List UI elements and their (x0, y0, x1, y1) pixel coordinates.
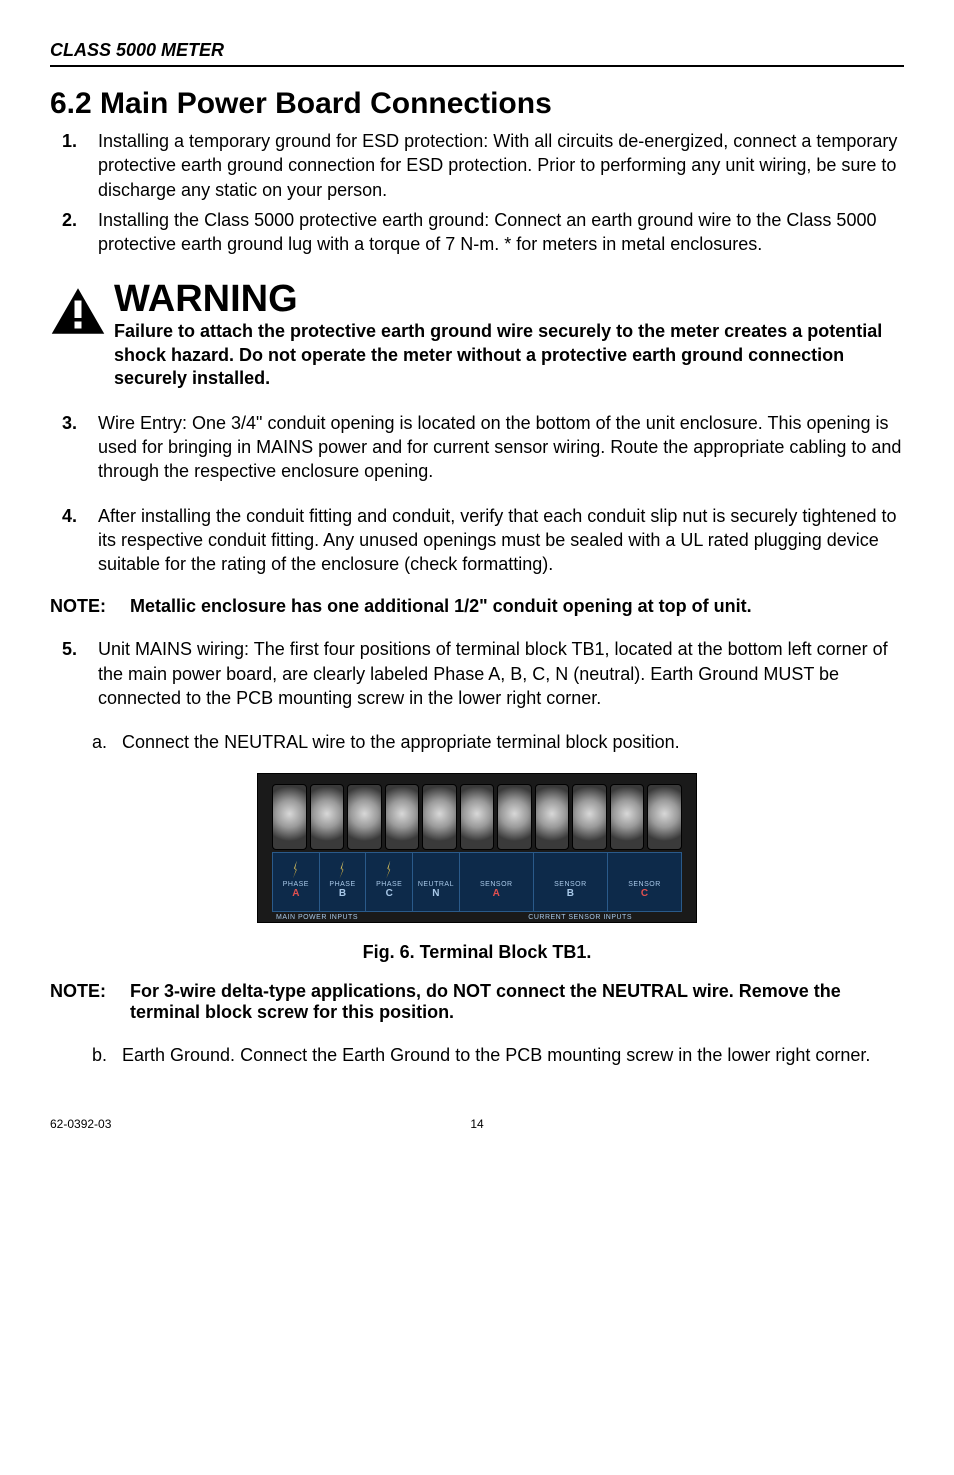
list-item: 1. Installing a temporary ground for ESD… (98, 129, 904, 202)
tb-screw (610, 784, 645, 850)
list-text: Installing a temporary ground for ESD pr… (98, 131, 897, 200)
note-line: NOTE: For 3-wire delta-type applications… (50, 981, 904, 1023)
page-footer: 62-0392-03 14 (50, 1117, 904, 1131)
terminal-block-image: PHASEAPHASEBPHASECNEUTRALNSENSORASENSORB… (257, 773, 697, 923)
sub-list-letter: b. (92, 1043, 107, 1067)
tb-screw (310, 784, 345, 850)
sub-list-item: a. Connect the NEUTRAL wire to the appro… (122, 730, 904, 754)
sub-list-letter: a. (92, 730, 107, 754)
warning-title: WARNING (114, 280, 904, 318)
tb-section: PHASEB (320, 853, 367, 911)
section-title: 6.2 Main Power Board Connections (50, 87, 904, 121)
tb-screw (647, 784, 682, 850)
tb-label-top: PHASE (329, 881, 355, 888)
sub-list-text: Connect the NEUTRAL wire to the appropri… (122, 732, 680, 752)
tb-label-bot: A (292, 888, 299, 899)
list-number: 3. (62, 411, 77, 435)
list-number: 2. (62, 208, 77, 232)
list-text: Unit MAINS wiring: The first four positi… (98, 639, 888, 708)
footer-doc-number: 62-0392-03 (50, 1117, 470, 1131)
tb-label-bot: A (493, 888, 500, 899)
tb-section: SENSORB (534, 853, 608, 911)
note-line: NOTE: Metallic enclosure has one additio… (50, 596, 904, 617)
sub-list: a. Connect the NEUTRAL wire to the appro… (50, 730, 904, 754)
note-text: For 3-wire delta-type applications, do N… (130, 981, 904, 1023)
intro-list: 1. Installing a temporary ground for ESD… (50, 129, 904, 256)
lightning-icon (338, 861, 348, 879)
tb-section: SENSORA (460, 853, 534, 911)
warning-block: WARNING Failure to attach the protective… (50, 280, 904, 390)
sub-list-text: Earth Ground. Connect the Earth Ground t… (122, 1045, 870, 1065)
tb-footer-right: CURRENT SENSOR INPUTS (524, 913, 636, 922)
tb-label-bot: B (567, 888, 574, 899)
tb-section: PHASEA (273, 853, 320, 911)
page-header: CLASS 5000 METER (50, 40, 904, 67)
tb-screw (385, 784, 420, 850)
sub-list: b. Earth Ground. Connect the Earth Groun… (50, 1043, 904, 1067)
note-text: Metallic enclosure has one additional 1/… (130, 596, 904, 617)
figure: PHASEAPHASEBPHASECNEUTRALNSENSORASENSORB… (50, 773, 904, 963)
list-item: 2. Installing the Class 5000 protective … (98, 208, 904, 257)
tb-screw (535, 784, 570, 850)
list-item: 3. Wire Entry: One 3/4" conduit opening … (50, 411, 904, 484)
list-number: 1. (62, 129, 77, 153)
note-label: NOTE: (50, 981, 130, 1023)
tb-label-top: NEUTRAL (418, 881, 454, 888)
tb-label-top: SENSOR (628, 881, 661, 888)
tb-screw (497, 784, 532, 850)
list-text: Wire Entry: One 3/4" conduit opening is … (98, 413, 901, 482)
list-number: 4. (62, 504, 77, 528)
figure-caption: Fig. 6. Terminal Block TB1. (50, 942, 904, 963)
warning-triangle-icon (50, 286, 106, 341)
tb-label-top: PHASE (283, 881, 309, 888)
tb-label-bot: C (641, 888, 648, 899)
footer-page-number: 14 (470, 1117, 483, 1131)
tb-section: SENSORC (608, 853, 681, 911)
lightning-icon (291, 861, 301, 879)
list-item: 4. After installing the conduit fitting … (50, 504, 904, 577)
list-text: Installing the Class 5000 protective ear… (98, 210, 876, 254)
tb-label-bot: B (339, 888, 346, 899)
tb-label-top: SENSOR (480, 881, 513, 888)
tb-label-bot: C (386, 888, 393, 899)
tb-label-top: SENSOR (554, 881, 587, 888)
tb-label-bot: N (432, 888, 439, 899)
list-item: 5. Unit MAINS wiring: The first four pos… (50, 637, 904, 710)
tb-footer-left: MAIN POWER INPUTS (272, 913, 362, 922)
tb-label-top: PHASE (376, 881, 402, 888)
lightning-icon (384, 861, 394, 879)
list-number: 5. (62, 637, 77, 661)
list-text: After installing the conduit fitting and… (98, 506, 896, 575)
tb-section: NEUTRALN (413, 853, 460, 911)
warning-text: Failure to attach the protective earth g… (114, 320, 904, 390)
tb-screw (460, 784, 495, 850)
sub-list-item: b. Earth Ground. Connect the Earth Groun… (122, 1043, 904, 1067)
tb-screw (272, 784, 307, 850)
tb-section: PHASEC (366, 853, 413, 911)
note-label: NOTE: (50, 596, 130, 617)
tb-screw (572, 784, 607, 850)
tb-screw (422, 784, 457, 850)
tb-screw (347, 784, 382, 850)
